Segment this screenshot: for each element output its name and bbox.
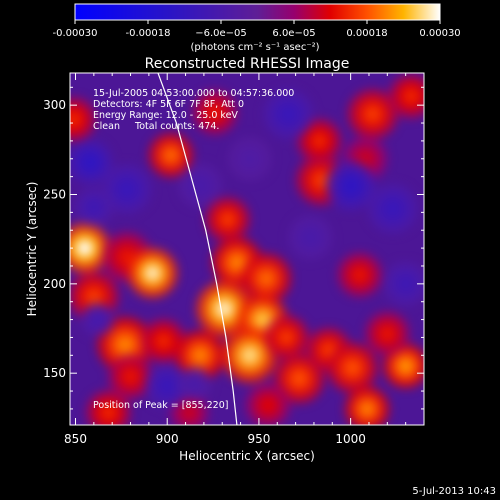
heatmap-blob-core — [280, 105, 297, 123]
heatmap-blob-core — [258, 270, 275, 287]
heatmap-blob-core — [240, 346, 259, 365]
heatmap-blob-core — [344, 359, 361, 377]
x-tick-label: 900 — [156, 432, 179, 446]
heatmap-blob-core — [156, 333, 171, 349]
heatmap-blob-core — [101, 405, 116, 420]
heatmap-blob-core — [163, 147, 179, 163]
y-tick-label: 250 — [43, 188, 66, 202]
heatmap-blob-core — [182, 406, 196, 419]
heatmap-blob-core — [82, 155, 98, 170]
chart-title: Reconstructed RHESSI Image — [145, 56, 350, 72]
annotation-time-range: 15-Jul-2005 04:53:00.000 to 04:57:36.000 — [93, 88, 294, 99]
colorbar-tick-label: 0.00030 — [419, 28, 460, 39]
heatmap-blob-core — [242, 151, 258, 167]
heatmap-blob-core — [118, 180, 136, 198]
heatmap-blob-core — [220, 212, 236, 227]
heatmap-blob-core — [342, 177, 359, 194]
heatmap-blob-core — [123, 369, 138, 385]
colorbar-unit-label: (photons cm⁻² s⁻¹ asec⁻²) — [190, 42, 319, 53]
heatmap-blob-core — [398, 358, 413, 374]
heatmap-blob-core — [159, 378, 175, 394]
y-tick-label: 300 — [43, 98, 66, 112]
x-tick-label: 950 — [247, 432, 270, 446]
heatmap-blob-core — [279, 330, 294, 345]
plot-frame — [69, 72, 425, 426]
heatmap-blob-core — [191, 347, 209, 364]
x-axis-ticks: 850 900 950 1000 — [64, 73, 425, 446]
annotation-detectors: Detectors: 4F 5F 6F 7F 8F, Att 0 — [93, 99, 244, 110]
colorbar-tick-label: 6.0e−05 — [272, 28, 315, 39]
x-tick-label: 850 — [64, 432, 87, 446]
annotation-peak-position: Position of Peak = [855,220] — [93, 400, 228, 411]
heatmap-blob-core — [70, 112, 82, 127]
heatmap-blob-core — [254, 311, 271, 328]
heatmap-blob-core — [87, 200, 101, 214]
heatmap-blob-core — [312, 133, 327, 149]
colorbar-tick-label: -0.00018 — [126, 28, 171, 39]
heatmap-blob-core — [302, 230, 318, 245]
annotation-energy-range: Energy Range: 12.0 - 25.0 keV — [93, 110, 238, 121]
x-tick-label: 1000 — [335, 432, 366, 446]
colorbar-tick-label: −6.0e−05 — [195, 28, 247, 39]
heatmap-blob-core — [260, 398, 276, 413]
heatmap-blob-core — [352, 267, 368, 283]
heatmap-blob-core — [144, 264, 161, 282]
heatmap-blob-core — [115, 335, 135, 354]
heatmap-blob-core — [313, 171, 330, 189]
heatmap-blob-core — [214, 299, 234, 319]
colorbar-tick-label: -0.00030 — [53, 28, 98, 39]
heatmap-blob-core — [357, 151, 373, 167]
heatmap-blobs — [70, 74, 424, 425]
x-axis-label: Heliocentric X (arcsec) — [179, 449, 315, 463]
heatmap-blob-core — [228, 254, 246, 271]
heatmap-blob-core — [92, 314, 104, 326]
colorbar — [74, 3, 441, 21]
heatmap-blob-core — [85, 288, 103, 305]
heatmap-blob-core — [189, 378, 201, 390]
heatmap-blob-core — [207, 104, 223, 120]
colorbar-tick-label: 0.00018 — [346, 28, 387, 39]
heatmap-blob-core — [291, 370, 308, 387]
y-axis-ticks: 150 200 250 300 — [43, 86, 424, 410]
solar-limb-curve — [157, 73, 238, 425]
heatmap-blob-core — [398, 276, 413, 292]
annotation-clean-counts: Clean Total counts: 474. — [93, 121, 219, 132]
heatmap-blob-core — [364, 105, 381, 123]
heatmap-blob-core — [76, 239, 93, 257]
heatmap-blob-core — [192, 178, 208, 193]
y-tick-label: 200 — [43, 277, 66, 291]
colorbar-ticks — [74, 20, 441, 24]
y-axis-label: Heliocentric Y (arcsec) — [25, 182, 39, 317]
heatmap-blob-core — [379, 326, 395, 342]
heatmap-blob-core — [359, 401, 375, 417]
y-tick-label: 150 — [43, 366, 66, 380]
heatmap-blob-core — [403, 88, 419, 104]
heatmap-blob-core — [384, 200, 402, 218]
footer-timestamp: 5-Jul-2013 10:43 — [412, 486, 496, 497]
